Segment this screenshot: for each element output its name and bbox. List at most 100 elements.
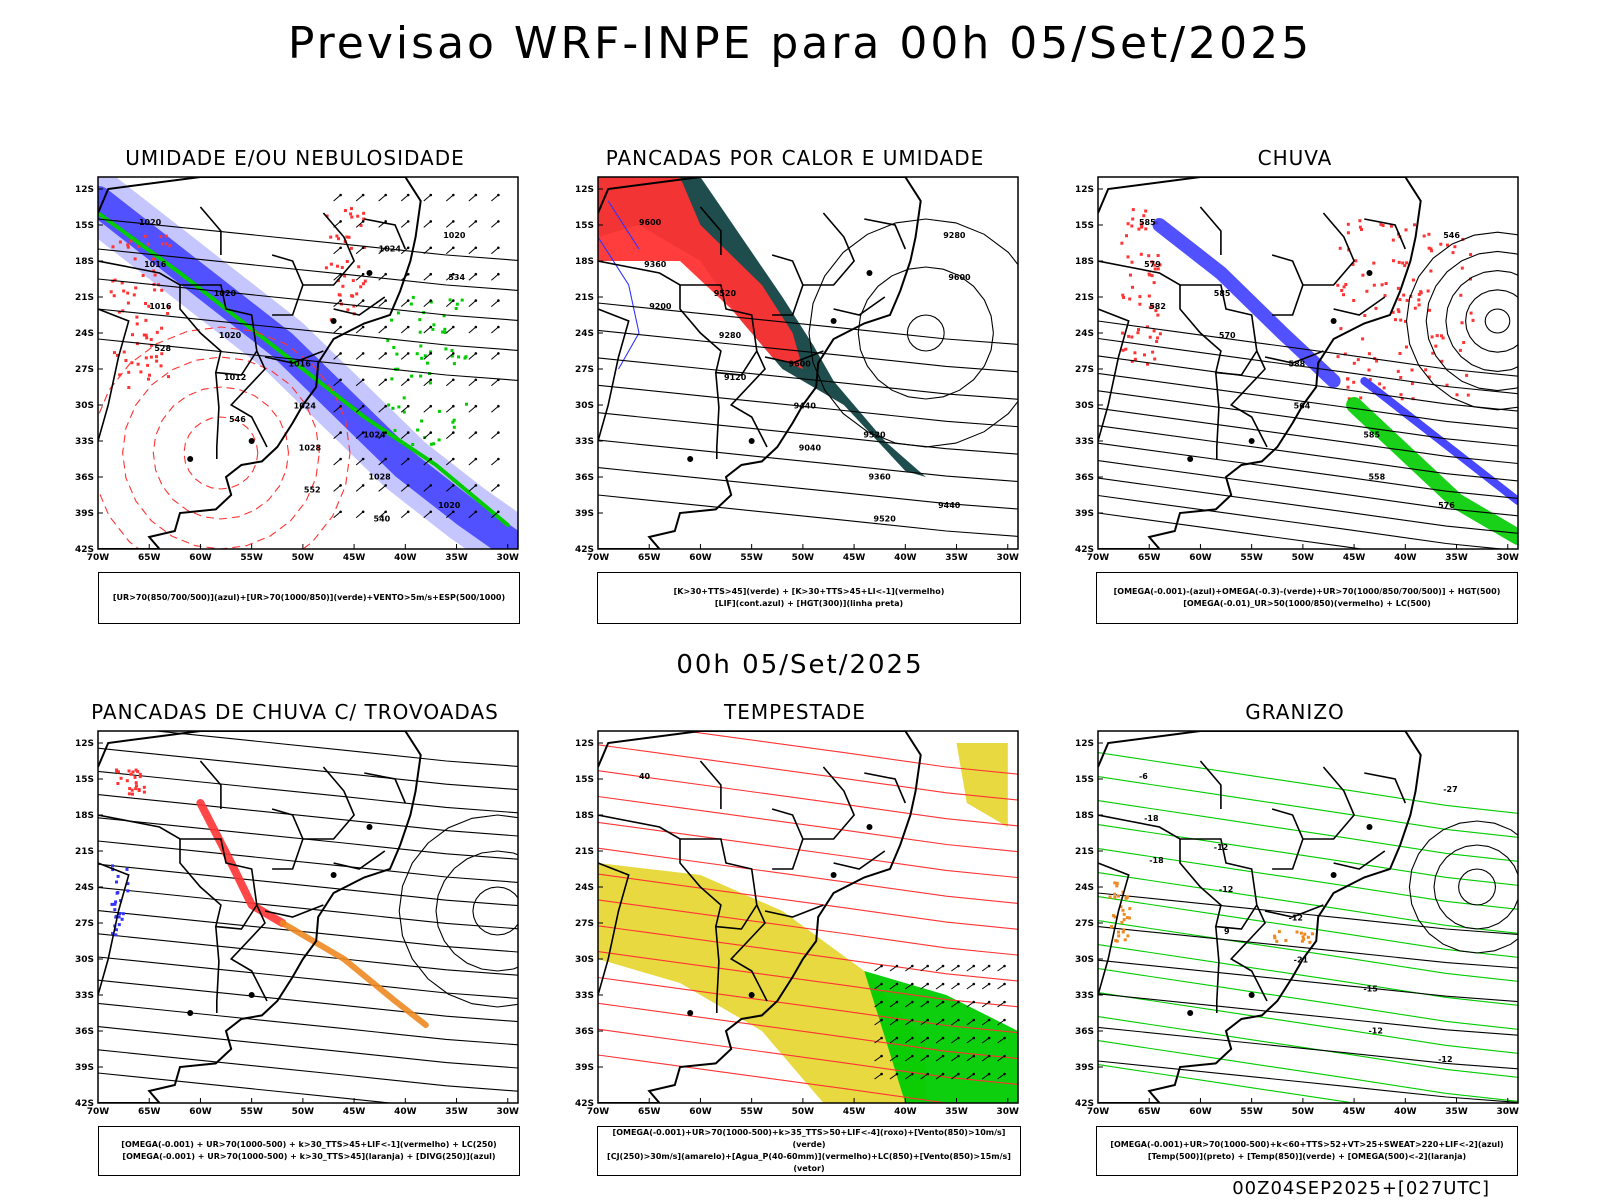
speckle (1122, 912, 1126, 916)
contour-line (1098, 1016, 1518, 1078)
arrow-head (911, 964, 914, 968)
contour-label: 40 (639, 772, 651, 781)
lon-label: 35W (945, 553, 968, 563)
wind-arrow (400, 511, 409, 519)
lat-label: 30S (1075, 955, 1094, 965)
speckle (1396, 308, 1400, 312)
arrow-head (384, 246, 387, 250)
speckle (167, 306, 171, 310)
vortex-streamlines (398, 814, 518, 1008)
speckle (386, 338, 390, 342)
lat-label: 33S (575, 437, 594, 447)
lat-label: 18S (75, 257, 94, 267)
speckle (1383, 294, 1387, 298)
speckle (1358, 219, 1362, 223)
speckle (329, 235, 333, 239)
speckle (1360, 228, 1363, 231)
arrow-head (361, 272, 365, 276)
map-frame (597, 176, 1019, 550)
border-line (598, 814, 768, 1002)
speckle (337, 237, 340, 241)
speckle (116, 782, 120, 785)
map-background (1098, 731, 1518, 1103)
arrow-head (895, 964, 899, 968)
speckle (1392, 259, 1395, 263)
wind-arrow (491, 511, 499, 519)
speckle (1273, 934, 1276, 938)
speckle (161, 242, 164, 246)
arrow-head (957, 1000, 960, 1004)
speckle (419, 344, 423, 348)
arrow-head (361, 404, 365, 408)
arrow-head (406, 378, 410, 382)
wind-arrow (378, 247, 387, 255)
contour-label: 9600 (639, 218, 662, 227)
contour-line (598, 744, 1018, 801)
speckle (1158, 332, 1162, 336)
arrow-head (361, 431, 365, 434)
lake (866, 824, 873, 830)
arrow-head (384, 325, 387, 329)
arrow-head (429, 246, 433, 250)
speckle (121, 912, 125, 916)
map-pancadas-calor: 9600 9520 9600 9520 9440 9360 9280 9440 9360 9280… (575, 176, 1019, 563)
coastline (98, 177, 422, 549)
legend-line: [UR>70(850/700/500)](azul)+[UR>70(1000/8… (112, 593, 506, 602)
contour-line (598, 357, 1018, 400)
speckle (1440, 334, 1443, 338)
contour-label: 9200 (649, 302, 672, 311)
contour-label: 579 (1144, 260, 1161, 269)
speckle (1124, 347, 1128, 351)
speckle (1152, 329, 1156, 333)
hgt-high-contours (808, 218, 1018, 448)
arrow-head (339, 431, 342, 434)
speckle (1117, 930, 1120, 934)
speckle (1153, 267, 1157, 271)
contour-label: 540 (374, 514, 391, 523)
lat-label: 18S (575, 257, 594, 267)
border-line (771, 766, 856, 840)
speckle (137, 787, 141, 791)
border-line (98, 260, 268, 448)
arrow-head (474, 484, 478, 487)
lat-label: 39S (75, 1063, 94, 1073)
wind-arrow (378, 379, 387, 387)
arrow-head (941, 982, 945, 986)
wind-arrow (333, 379, 341, 387)
lat-label: 36S (575, 473, 594, 483)
speckle (120, 917, 124, 921)
wind-arrow (966, 1019, 975, 1026)
border-line (1333, 850, 1386, 870)
wind-arrow (423, 379, 432, 387)
speckle (121, 309, 125, 313)
speckle (1108, 895, 1112, 899)
contour-label: 1028 (299, 444, 322, 453)
border-line (1199, 760, 1222, 809)
speckle (1156, 336, 1160, 340)
speckle (129, 239, 133, 243)
contour-line (1484, 308, 1511, 334)
contour-label: -18 (1144, 814, 1159, 823)
wind-arrow (468, 432, 477, 439)
arrow-head (406, 352, 410, 355)
speckle (428, 381, 432, 385)
speckle (118, 912, 122, 915)
contour-line (906, 314, 945, 352)
contour-label: 1020 (139, 218, 162, 227)
lat-label: 12S (1075, 185, 1094, 195)
speckle (1275, 939, 1279, 943)
contour-label: -21 (1294, 956, 1309, 965)
map-frame (97, 730, 519, 1104)
wind-arrow (333, 247, 341, 255)
lat-label: 42S (1075, 1099, 1094, 1109)
speckle (350, 215, 354, 219)
contour-label: 1024 (363, 430, 386, 439)
panel-title: TEMPESTADE (724, 700, 866, 724)
speckle (126, 291, 130, 295)
arrow-head (361, 378, 365, 382)
arrow-head (497, 431, 500, 434)
arrow-head (429, 193, 433, 197)
border-line (715, 926, 720, 1013)
contour-label: -15 (1363, 984, 1378, 993)
arrow-head (895, 1000, 899, 1004)
